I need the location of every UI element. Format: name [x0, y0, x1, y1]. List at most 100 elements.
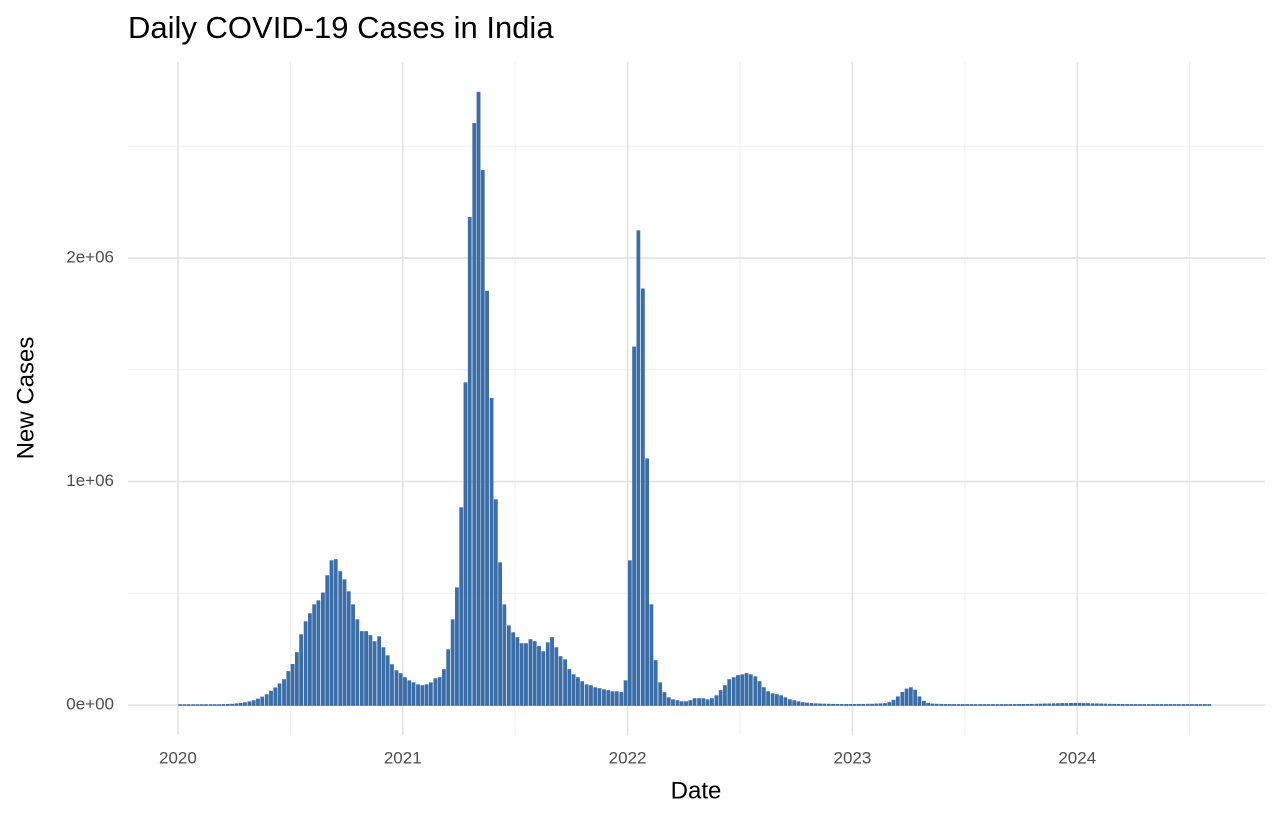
bar [264, 694, 269, 706]
bar [186, 704, 191, 706]
bar [606, 690, 611, 706]
bar [1094, 703, 1099, 706]
bar [346, 591, 351, 706]
bar [1146, 704, 1151, 706]
y-tick-label: 2e+06 [66, 248, 114, 267]
bar [619, 692, 624, 706]
bar [225, 704, 230, 706]
bar [1047, 703, 1052, 706]
bar [999, 704, 1004, 706]
bar [251, 700, 256, 706]
bar [627, 560, 632, 706]
bar [753, 676, 758, 706]
bar [1086, 703, 1090, 706]
bar [493, 499, 498, 706]
bar [805, 702, 809, 706]
bar [727, 679, 732, 706]
bar [191, 704, 196, 706]
bar [917, 696, 922, 706]
bar [312, 604, 317, 706]
bar [1151, 704, 1155, 706]
bar [757, 681, 762, 706]
bar [372, 641, 377, 706]
bar [1004, 704, 1008, 706]
bar [675, 700, 680, 706]
bar [1107, 703, 1112, 706]
bar [874, 703, 879, 706]
bar [671, 699, 675, 706]
bar [684, 701, 688, 706]
bar [1194, 704, 1199, 706]
bar [1129, 704, 1134, 706]
bar [182, 704, 187, 706]
bar [973, 704, 978, 706]
bar [835, 703, 840, 706]
bar [640, 288, 645, 706]
bar [364, 631, 369, 706]
bar [831, 703, 835, 706]
bar [489, 398, 494, 706]
bar [571, 674, 576, 706]
bar [1138, 704, 1142, 706]
bar [1081, 703, 1086, 706]
bar [1207, 704, 1212, 706]
y-tick-label: 0e+00 [66, 695, 114, 714]
bar [844, 704, 849, 706]
bar [788, 699, 792, 706]
bar [1172, 704, 1177, 706]
bar [1077, 702, 1082, 706]
bar [692, 698, 697, 706]
bar [1176, 704, 1181, 706]
bar [234, 703, 239, 706]
bar [290, 664, 295, 706]
bar [329, 560, 334, 706]
bar [718, 690, 723, 706]
bar [986, 704, 991, 706]
bar [208, 704, 213, 706]
bar [377, 636, 382, 706]
bar [1038, 703, 1043, 706]
bar [480, 170, 485, 706]
bar [1073, 702, 1078, 706]
bar [303, 621, 308, 706]
bar [204, 704, 208, 706]
bar [982, 704, 987, 706]
bar [515, 637, 520, 706]
bar [744, 673, 749, 706]
bar [697, 698, 701, 706]
x-tick-label: 2022 [609, 748, 647, 767]
y-tick-label: 1e+06 [66, 471, 114, 490]
bar [238, 702, 243, 706]
bar [390, 664, 394, 706]
bar [649, 604, 654, 706]
bar [818, 703, 822, 706]
bar [589, 685, 593, 706]
bar [939, 703, 944, 706]
bar [861, 703, 866, 706]
bar [952, 704, 956, 706]
bar [506, 625, 511, 706]
bar [1155, 704, 1160, 706]
y-axis-label: New Cases [12, 337, 39, 460]
bar [1060, 703, 1065, 706]
bar [333, 559, 338, 706]
bar [1103, 703, 1108, 706]
bar [1159, 704, 1164, 706]
bar [1090, 703, 1095, 706]
bar [411, 682, 416, 706]
bar [463, 382, 468, 706]
bar [705, 699, 710, 706]
bar [321, 592, 325, 706]
bar [956, 704, 961, 706]
bar [385, 655, 390, 706]
bar [913, 689, 918, 706]
bar [723, 685, 727, 706]
bar [1012, 704, 1017, 706]
bar [870, 703, 874, 706]
bar [783, 697, 788, 706]
bar [1142, 704, 1147, 706]
bar [904, 688, 909, 706]
bar [826, 703, 831, 706]
bar [1056, 703, 1060, 706]
